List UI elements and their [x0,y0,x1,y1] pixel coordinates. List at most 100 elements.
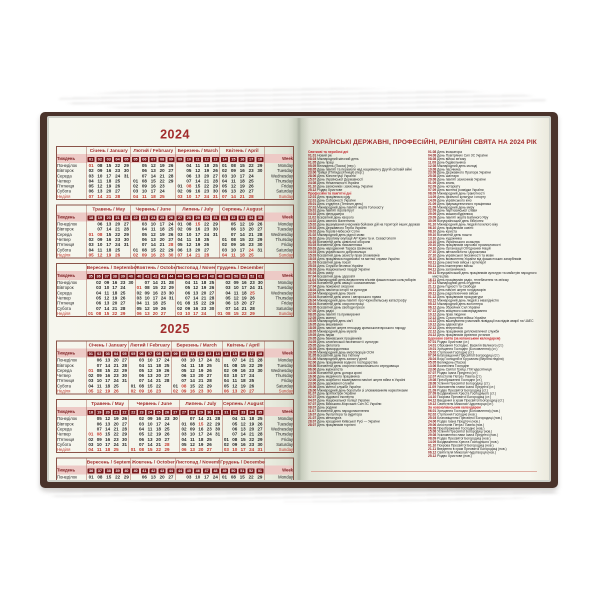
day-cell: 27 [164,373,170,379]
holiday-entry: 24.10 День Організації Об'єднаних Націй [428,247,541,251]
week-number-cell: 07 [145,348,155,358]
day-cell: 21 [249,431,255,437]
day-cell: 13 [193,290,199,296]
holiday-date: 23.06 [308,381,318,386]
day-cell: 04 [141,226,147,232]
month-group: Травень / May Червень / June Липень / July… [56,399,294,454]
holiday-entry: 24.05 День слов'янської писемності і кул… [308,340,421,344]
day-cell: 03 [130,188,140,194]
open-diary-book: 2024 Січень / January Лютий / February Бер… [40,112,558,488]
day-cell: 13 [105,421,111,427]
holiday-date: 22.09 [428,209,438,213]
day-cell: 04 [219,178,229,184]
day-cell: 16 [240,441,246,447]
day-cell: 29 [257,163,263,168]
holidays-title: УКРАЇНСЬКІ ДЕРЖАВНІ, ПРОФЕСІЙНІ, РЕЛІГІЙ… [312,138,537,146]
holiday-entry: 21.09 День фармацевтичного працівника [428,202,541,206]
week-number-cell: 05 [120,348,129,358]
holiday-name: Всесвітній день свободи преси [317,305,365,310]
day-cell: 08 [186,221,192,227]
day-cell: 22 [159,178,165,184]
holiday-entry: 12.04 Всесвітній день авіації і космонав… [308,282,421,285]
day-cell [215,290,224,296]
day-cell [130,231,140,237]
day-cell: 03 [179,431,189,437]
day-cell: 16 [150,252,156,258]
day-cell: 23 [155,388,161,394]
holiday-date: 28.07 [308,423,318,427]
day-cell: 16 [240,367,246,373]
holiday-entry: 07.04 Всесвітній день здоров'я [308,275,421,278]
day-cell: 12 [232,383,238,389]
holiday-date: 21.09 [428,205,438,210]
holiday-date: 25.03 [428,416,438,420]
day-cell: 19 [155,431,161,437]
day-cell: 19 [249,421,255,427]
day-cell: 29 [257,236,263,242]
week-number-cell: 22 [130,212,140,222]
holiday-name: День Незалежності України [317,181,360,186]
holiday-date: 08.07 [308,406,318,410]
day-cell: 27 [164,436,170,442]
day-cell: 28 [215,416,221,422]
holiday-entry: 22.12 День енергетика [428,327,541,330]
day-cell: 25 [113,383,119,389]
day-cell: 11 [189,436,195,442]
week-number-badge: 41 [140,468,148,474]
day-cell: 14 [239,231,245,237]
holiday-date: 03.12 [428,298,438,303]
holiday-entry: 06.06 День журналіста [308,368,421,372]
day-cell: 06 [225,300,231,306]
day-cell: 21 [204,178,210,184]
holiday-entry: 11.08 День будівельника [428,161,541,164]
holiday-entry: 14.09 День українського кіно [428,199,541,202]
holiday-name: День філолога [317,343,340,348]
day-cell: 10 [97,242,103,248]
holiday-entry: 08.09 Міжнародний день грамотності [428,192,541,195]
holiday-date: 08.10 [428,229,438,234]
day-cell: 12 [239,221,245,227]
day-cell: 01 [219,474,229,480]
day-cell: 27 [121,357,127,363]
day-cell: 09 [230,168,236,174]
day-cell: 20 [155,373,161,379]
day-cell: 25 [164,362,170,368]
day-cell: 27 [168,474,174,480]
holiday-name: День пам'яті захисників України [437,178,486,182]
holiday-date: 18.03 [308,257,318,262]
holiday-entry: 15.03 Всесвітній день захисту прав спожи… [308,254,421,258]
holiday-name: Всесвітній день охорони навколишнього се… [317,364,399,369]
holiday-date: 25.12 [428,454,438,458]
holiday-name: День української писемності та мови [437,254,494,258]
holiday-name: Введення в храм Пресвятої Богородиці (ст… [437,399,505,403]
holiday-date: 06.12 [428,305,438,310]
day-cell: 16 [147,388,153,394]
day-cell: 14 [104,305,110,311]
week-number-badge: 34 [248,410,256,416]
day-cell: 20 [113,357,119,363]
day-cell: 25 [206,362,212,368]
holiday-date: 08.09 [428,437,438,441]
weekday-row: П'ятниця 06 13 20 27 04 11 18 25 01 08 15 22 29 06 13 20… [57,300,294,306]
holiday-entry: 11.04 Міжнародний день визволення в'язні… [308,278,421,282]
holiday-entry: 16.07 День бухгалтера та аудитора [308,413,421,416]
holiday-entry: 19.05 День науки [308,334,421,337]
holiday-name: День вишиванки [317,323,343,327]
week-number-cell: 36 [94,271,103,281]
day-cell [120,389,128,395]
holiday-entry: 01.06 Міжнародний день захисту дітей [308,358,421,361]
day-cell: 12 [97,252,103,258]
week-number-cell: 48 [211,465,220,475]
weekday-label-uk: Вівторок [57,285,74,291]
holiday-name: Міжнародний день людей похилого віку [437,223,498,227]
holiday-name: День фельдшера [317,212,344,217]
holiday-date: 07.09 [428,188,438,192]
corner-cell [57,205,87,213]
day-cell [86,357,95,363]
day-cell: 13 [147,373,153,379]
day-cell: 18 [159,226,165,232]
day-cell: 22 [115,231,121,237]
holiday-date: 12.05 [308,316,318,320]
day-cell: 11 [230,252,236,258]
